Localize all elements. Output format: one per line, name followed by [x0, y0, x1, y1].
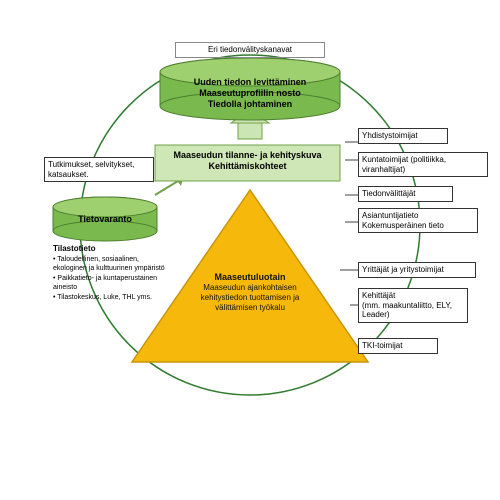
actor-yhdistys: Yhdistystoimijat — [358, 128, 448, 144]
channels-label: Eri tiedonvälityskanavat — [208, 45, 292, 54]
actor-tki: TKI-toimijat — [358, 338, 438, 354]
actor-yrittajat: Yrittäjät ja yritystoimijat — [358, 262, 476, 278]
actor-tiedonval: Tiedonvälittäjät — [358, 186, 453, 202]
top-cylinder-text: Uuden tiedon levittäminen Maaseutuprofii… — [160, 77, 340, 109]
stats-list: Tilastotieto • Taloudellinen, sosiaaline… — [53, 244, 173, 302]
actor-kehittajat: Kehittäjät (mm. maakuntaliitto, ELY, Lea… — [358, 288, 468, 323]
research-box: Tutkimukset, selvitykset, katsaukset. — [44, 157, 154, 182]
actor-asiantuntija: Asiantuntijatieto Kokemusperäinen tieto — [358, 208, 478, 233]
triangle-text: Maaseutuluotain Maaseudun ajankohtaisen … — [180, 272, 320, 313]
actor-kunta: Kuntatoimijat (politiikka, viranhaltijat… — [358, 152, 488, 177]
left-cylinder-text: Tietovaranto — [53, 214, 157, 225]
channels-box: Eri tiedonvälityskanavat — [175, 42, 325, 58]
diagram-canvas: Eri tiedonvälityskanavat Uuden tiedon le… — [0, 0, 500, 500]
middle-band-text: Maaseudun tilanne- ja kehityskuva Kehitt… — [155, 150, 340, 172]
